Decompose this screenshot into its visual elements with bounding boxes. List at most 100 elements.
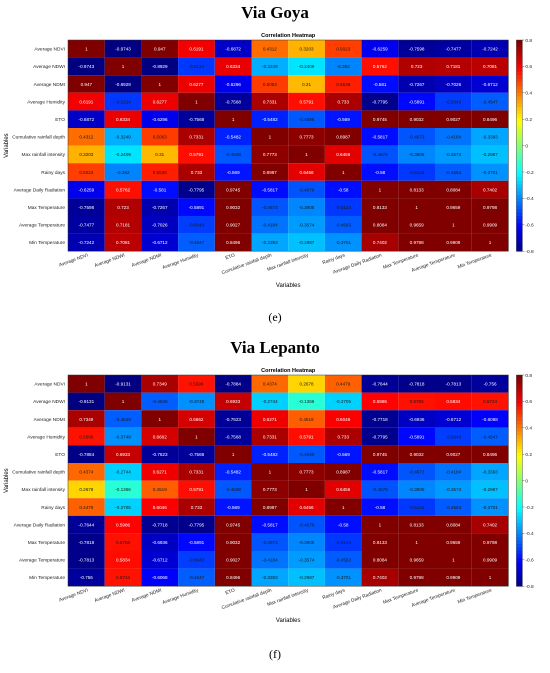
heatmap-cell	[471, 392, 509, 411]
colorbar-segment	[516, 170, 523, 175]
heatmap-cell	[361, 92, 399, 111]
heatmap-cell	[68, 410, 105, 428]
cell-value-label: 1	[305, 152, 308, 157]
cell-value-label: 0.6334	[116, 117, 130, 122]
cell-value-label: 0.8084	[373, 558, 387, 563]
heatmap-cell	[141, 40, 179, 58]
colorbar-segment	[516, 431, 523, 436]
cell-value-label: -0.392	[337, 64, 350, 69]
cell-value-label: -0.6712	[152, 240, 168, 245]
cell-value-label: -0.4678	[372, 152, 388, 157]
cell-value-label: -0.58	[338, 187, 349, 192]
heatmap-cell	[251, 427, 289, 446]
column-tick-label: Rainy days	[322, 252, 347, 266]
heatmap-cell	[251, 145, 289, 164]
heatmap-cell	[251, 498, 289, 516]
colorbar-segment	[516, 477, 523, 481]
colorbar-segment	[516, 110, 523, 115]
colorbar-segment	[516, 417, 523, 422]
cell-value-label: -0.7477	[446, 47, 462, 52]
colorbar-tick-label: 0.4	[525, 91, 532, 97]
heatmap-cell	[214, 375, 252, 393]
cell-value-label: -0.3749	[189, 399, 205, 404]
heatmap-cell	[178, 92, 215, 111]
heatmap-cell	[361, 40, 399, 58]
heatmap-cell	[398, 163, 435, 181]
heatmap-cell	[251, 75, 289, 93]
heatmap-cell	[361, 427, 399, 446]
row-tick-label: Average Daily Radiation	[14, 522, 66, 528]
cell-value-label: -0.4598	[299, 117, 315, 122]
cell-value-label: 0.7402	[483, 187, 497, 192]
colorbar-segment	[516, 226, 523, 231]
cell-value-label: -0.4549	[115, 417, 131, 422]
heatmap-cell	[288, 498, 325, 516]
heatmap-cell	[68, 110, 105, 128]
cell-value-label: 0.6662	[189, 417, 203, 422]
cell-value-label: -0.7795	[372, 434, 388, 439]
heatmap-cell	[324, 75, 362, 93]
cell-value-label: 0.9032	[226, 205, 240, 210]
heatmap-cell	[398, 445, 435, 463]
heatmap-cell	[398, 216, 435, 234]
colorbar-segment	[516, 512, 523, 517]
colorbar-segment	[516, 145, 523, 150]
heatmap-cell	[435, 392, 472, 411]
heatmap-cell	[435, 445, 472, 463]
cell-value-label: 0.5762	[116, 187, 130, 192]
cell-value-label: 0.7331	[263, 99, 277, 104]
heatmap-cell	[288, 75, 325, 93]
cell-value-label: 0.8084	[373, 223, 387, 228]
cell-value-label: -0.569	[227, 170, 240, 175]
cell-value-label: 0.8987	[336, 470, 350, 475]
cell-value-label: 0.9909	[483, 223, 497, 228]
heatmap-cell	[361, 533, 399, 551]
cell-value-label: -0.2987	[299, 240, 315, 245]
cell-value-label: -0.7568	[225, 99, 241, 104]
heatmap-cell	[435, 92, 472, 111]
cell-value-label: 0.7773	[263, 487, 277, 492]
x-axis-label: Variables	[276, 283, 301, 289]
heatmap-cell	[288, 92, 325, 111]
heatmap-cell	[68, 216, 105, 234]
heatmap-cell	[141, 110, 179, 128]
cell-value-label: 0.8084	[446, 522, 460, 527]
cell-value-label: -0.569	[337, 452, 350, 457]
cell-value-label: 0.6046	[336, 417, 350, 422]
heatmap-cell	[251, 375, 289, 393]
cell-value-label: -0.2409	[115, 152, 131, 157]
cell-value-label: -0.4563	[335, 558, 351, 563]
colorbar-segment	[516, 508, 523, 513]
cell-value-label: 0.6933	[116, 452, 130, 457]
heatmap-cell	[214, 75, 252, 93]
heatmap-cell	[178, 75, 215, 93]
cell-value-label: 0.723	[411, 64, 423, 69]
column-tick-label: Min Temperature	[457, 252, 493, 270]
cell-value-label: 0.5536	[153, 170, 167, 175]
heatmap-cell	[288, 145, 325, 164]
heatmap-cell	[435, 57, 472, 76]
cell-value-label: 0.7773	[263, 152, 277, 157]
cell-value-label: 1	[195, 99, 198, 104]
cell-value-label: 0.6046	[153, 505, 167, 510]
heatmap-cell	[435, 480, 472, 499]
cell-value-label: 0.723	[117, 205, 129, 210]
heatmap-cell	[435, 551, 472, 569]
heatmap-cell	[324, 551, 362, 569]
colorbar-tick-label: 0.4	[525, 426, 532, 432]
heatmap-cell	[214, 498, 252, 516]
cell-value-label: 0.8084	[446, 187, 460, 192]
cell-value-label: -0.4563	[335, 223, 351, 228]
heatmap-cell	[104, 427, 142, 446]
cell-value-label: -0.4547	[189, 575, 205, 580]
cell-value-label: 0.9909	[446, 575, 460, 580]
colorbar-segment	[516, 551, 523, 555]
heatmap-cell	[324, 145, 362, 164]
row-tick-label: Average Temperature	[19, 223, 65, 229]
cell-value-label: -0.7795	[189, 522, 205, 527]
cell-value-label: 0.9027	[226, 223, 240, 228]
colorbar-segment	[516, 389, 523, 393]
colorbar-segment	[516, 124, 523, 129]
colorbar-tick-label: 0.2	[525, 452, 532, 458]
heatmap-cell	[324, 110, 362, 128]
